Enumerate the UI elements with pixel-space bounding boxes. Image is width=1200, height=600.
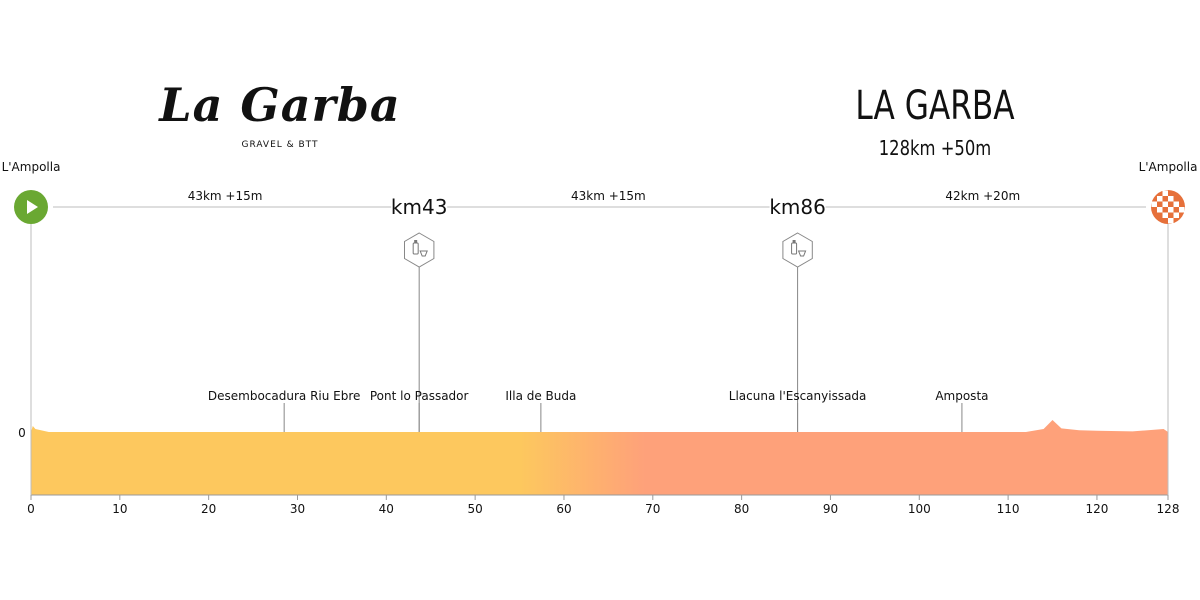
checker-square (1157, 196, 1163, 202)
logo-subtitle: GRAVEL & BTT (241, 140, 319, 150)
x-tick-label: 40 (379, 502, 394, 516)
start-label: L'Ampolla (2, 160, 61, 174)
checker-square (1168, 207, 1174, 213)
checker-square (1168, 196, 1174, 202)
bottle-cap (792, 240, 796, 243)
waypoint-label: Llacuna l'Escanyissada (729, 389, 867, 403)
checker-square (1151, 201, 1157, 207)
checkpoint-label: km86 (769, 195, 826, 219)
checkered-flag-icon (1151, 190, 1185, 224)
x-tick-label: 50 (468, 502, 483, 516)
checker-square (1162, 190, 1168, 196)
segment-label: 42km +20m (945, 189, 1020, 203)
waypoint-label: Desembocadura Riu Ebre (208, 389, 361, 403)
finish-label: L'Ampolla (1139, 160, 1198, 174)
hexagon-frame (404, 232, 435, 268)
elevation-area (31, 420, 1168, 495)
waypoint-label: Illa de Buda (505, 389, 576, 403)
checker-square (1173, 201, 1179, 207)
logo-title: La Garba (159, 78, 401, 132)
segment-label: 43km +15m (571, 189, 646, 203)
x-tick-label: 120 (1085, 502, 1108, 516)
play-icon (14, 190, 48, 224)
x-tick-label: 128 (1157, 502, 1180, 516)
route-title: LA GARBA (855, 83, 1015, 129)
x-tick-label: 80 (734, 502, 749, 516)
checker-square (1168, 218, 1174, 224)
food-supply-icon (404, 232, 435, 268)
x-tick-label: 90 (823, 502, 838, 516)
waypoint-label: Pont lo Passador (370, 389, 469, 403)
x-tick-label: 0 (27, 502, 35, 516)
checker-square (1173, 212, 1179, 218)
bowl-shape (797, 250, 807, 257)
x-tick-label: 10 (112, 502, 127, 516)
checker-square (1157, 207, 1163, 213)
checker-square (1162, 212, 1168, 218)
checkpoint-label: km43 (391, 195, 448, 219)
x-tick-label: 60 (556, 502, 571, 516)
food-supply-icon (782, 232, 813, 268)
y-tick-label: 0 (18, 426, 26, 440)
segment-label: 43km +15m (188, 189, 263, 203)
play-triangle (27, 200, 38, 214)
waypoint-label: Amposta (935, 389, 988, 403)
x-tick-label: 20 (201, 502, 216, 516)
x-tick-label: 30 (290, 502, 305, 516)
bowl-shape (419, 250, 428, 257)
checker-square (1162, 201, 1168, 207)
route-summary: 128km +50m (878, 136, 992, 160)
x-tick-label: 100 (908, 502, 931, 516)
la-garba-logo: La Garba GRAVEL & BTT (150, 82, 410, 150)
hexagon-frame (782, 232, 813, 268)
bottle-cap (414, 240, 418, 243)
x-tick-label: 70 (645, 502, 660, 516)
checker-square (1179, 207, 1185, 213)
x-tick-label: 110 (997, 502, 1020, 516)
